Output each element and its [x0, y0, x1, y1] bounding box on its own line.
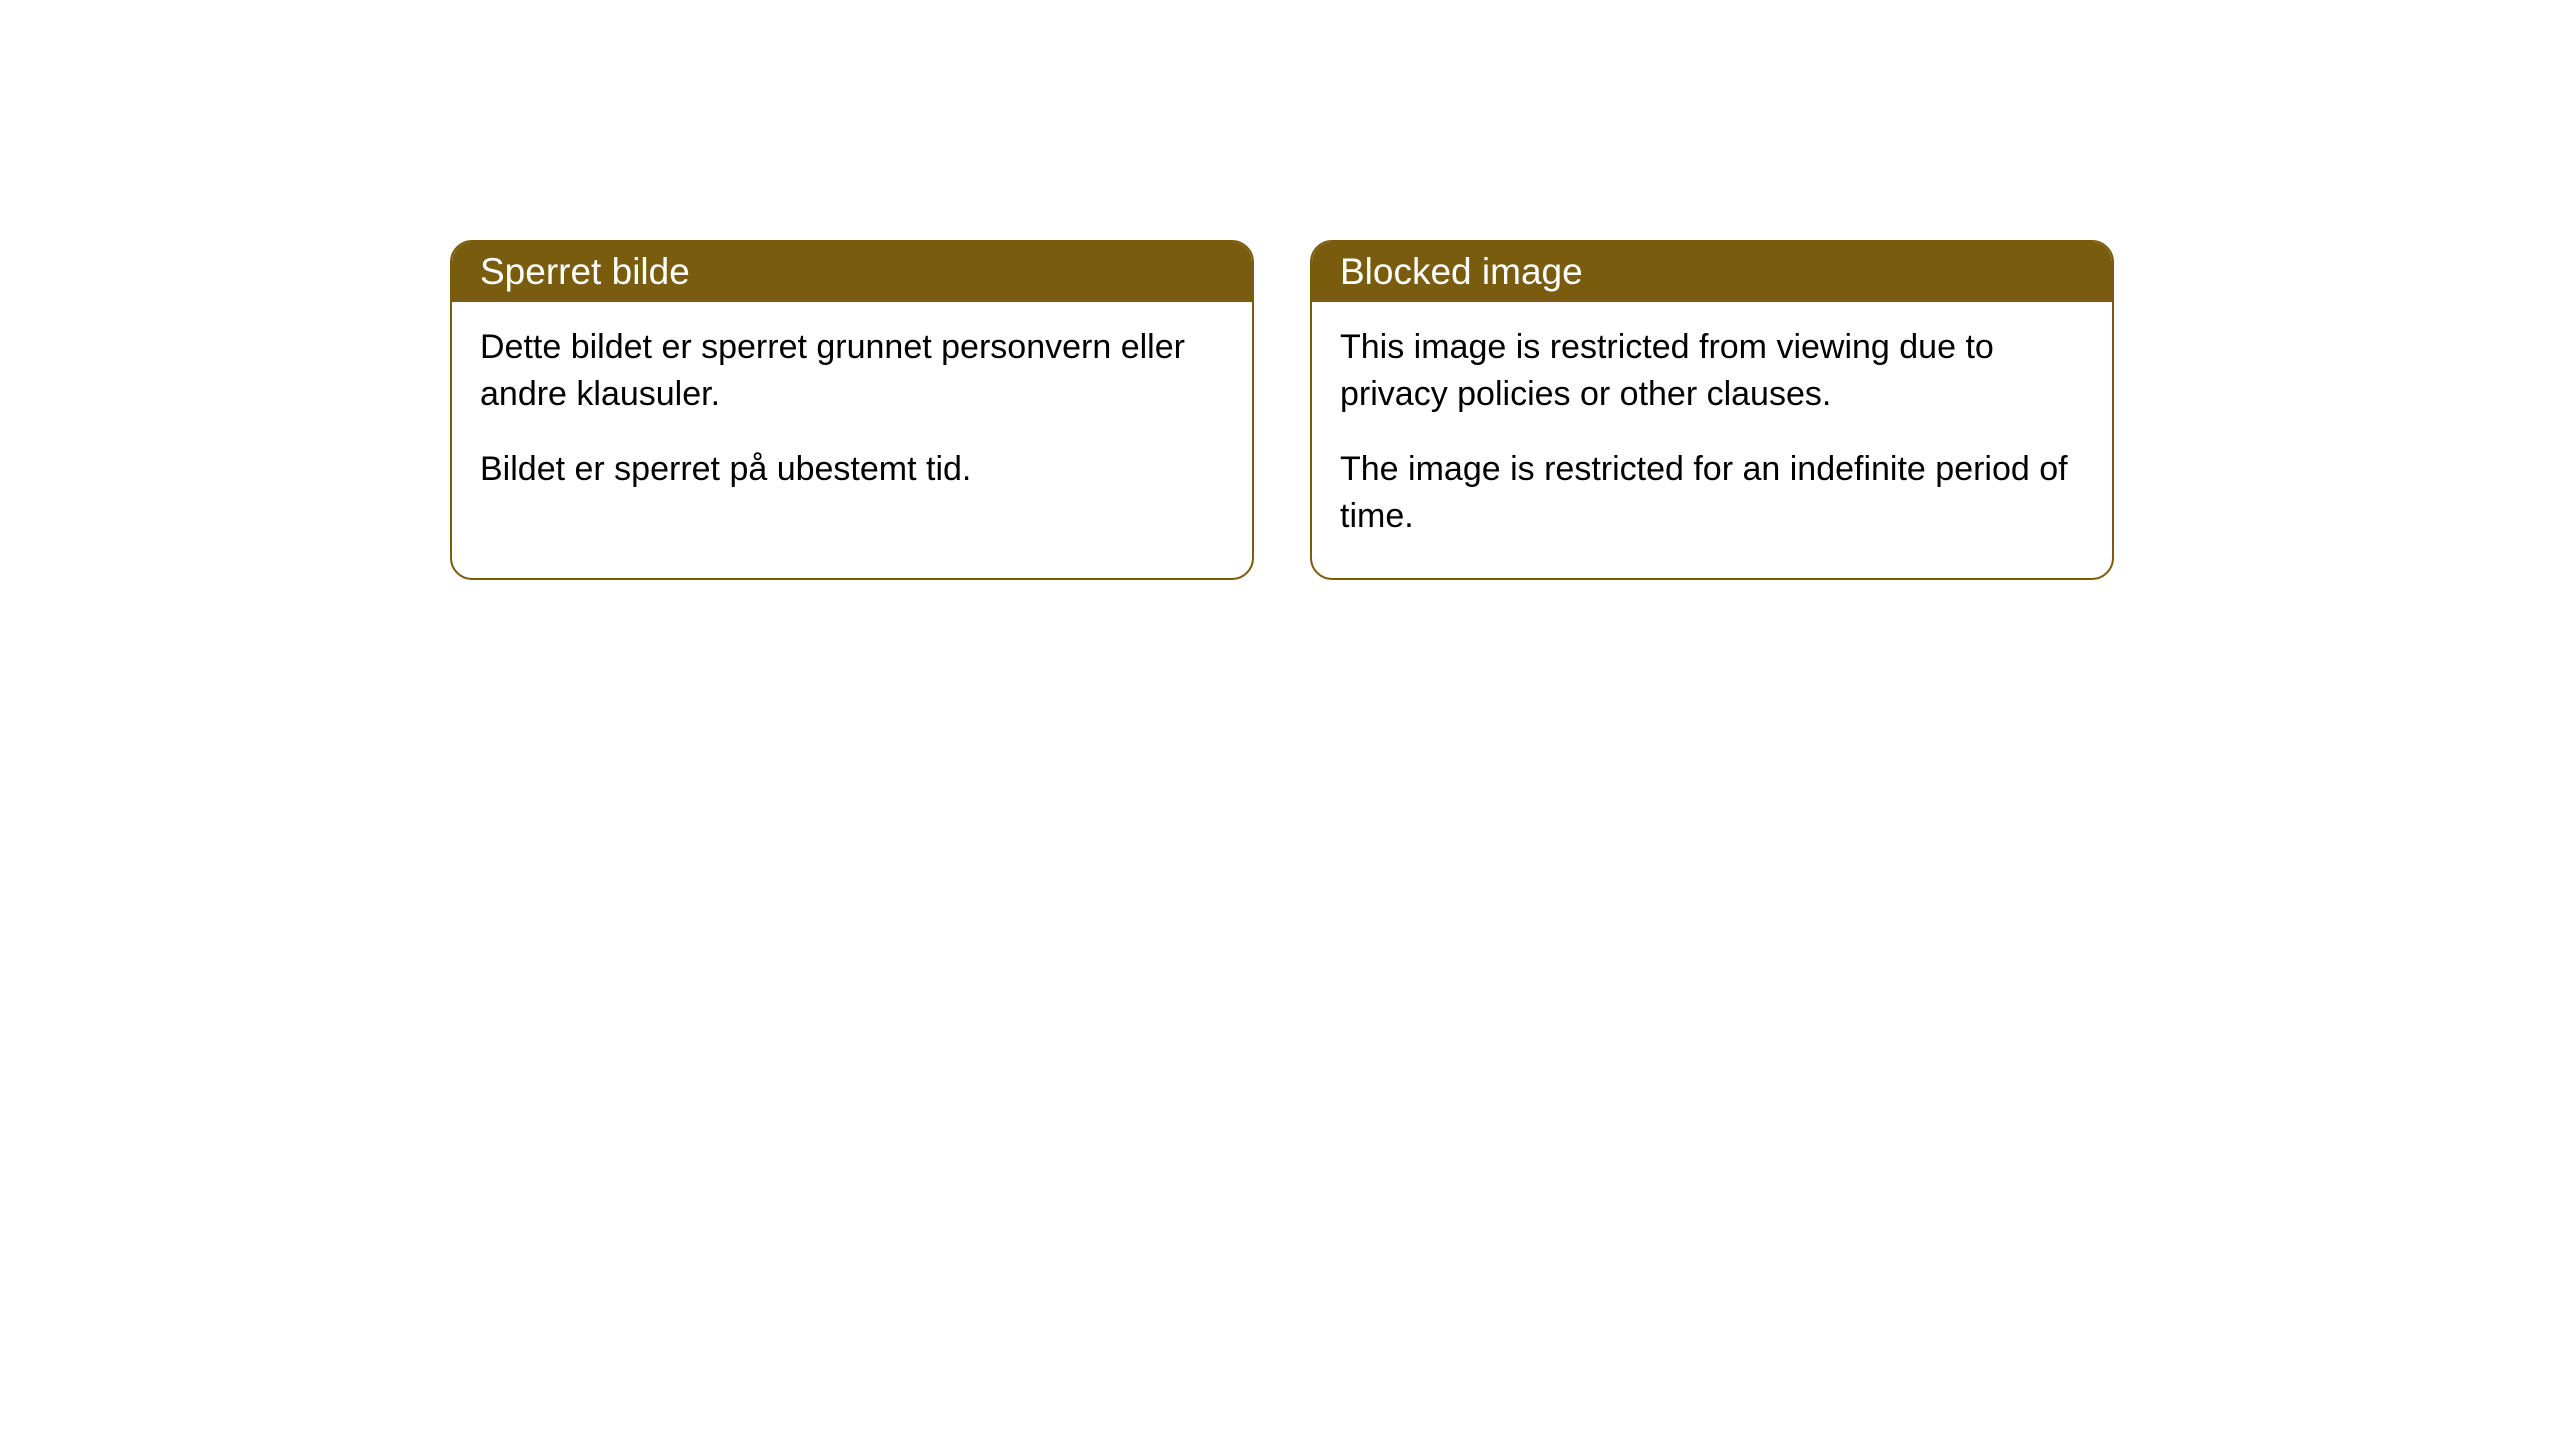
notice-card-norwegian: Sperret bilde Dette bildet er sperret gr…: [450, 240, 1254, 580]
card-text-2-english: The image is restricted for an indefinit…: [1340, 446, 2084, 540]
card-text-1-english: This image is restricted from viewing du…: [1340, 324, 2084, 418]
card-title-norwegian: Sperret bilde: [452, 242, 1252, 302]
card-body-english: This image is restricted from viewing du…: [1312, 302, 2112, 578]
card-body-norwegian: Dette bildet er sperret grunnet personve…: [452, 302, 1252, 531]
card-title-english: Blocked image: [1312, 242, 2112, 302]
card-text-2-norwegian: Bildet er sperret på ubestemt tid.: [480, 446, 1224, 493]
card-text-1-norwegian: Dette bildet er sperret grunnet personve…: [480, 324, 1224, 418]
notice-card-english: Blocked image This image is restricted f…: [1310, 240, 2114, 580]
notice-cards-container: Sperret bilde Dette bildet er sperret gr…: [450, 240, 2114, 580]
